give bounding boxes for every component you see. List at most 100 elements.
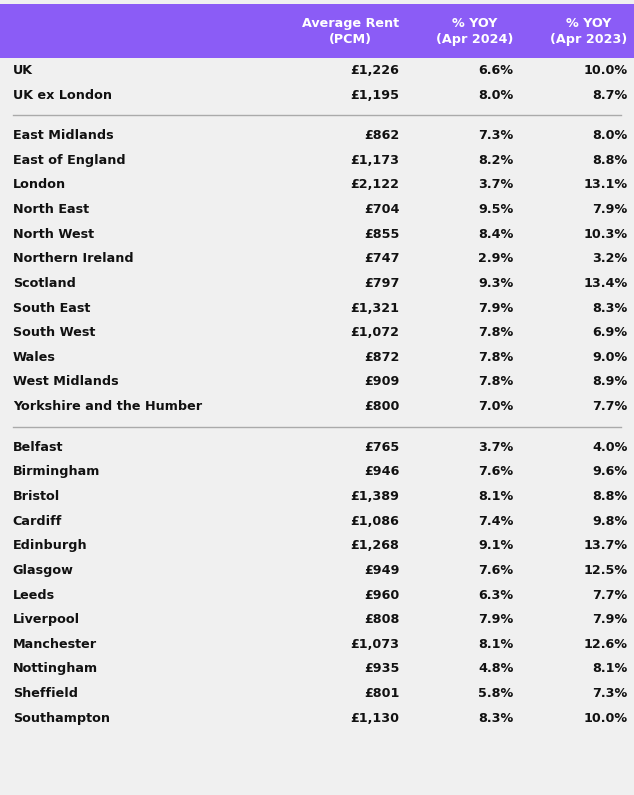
Text: £1,268: £1,268 xyxy=(351,539,399,553)
Bar xyxy=(0,657,634,681)
Text: £946: £946 xyxy=(364,465,399,479)
Text: Birmingham: Birmingham xyxy=(13,465,100,479)
Bar xyxy=(0,296,634,320)
Text: South East: South East xyxy=(13,301,90,315)
Text: UK ex London: UK ex London xyxy=(13,88,112,102)
Text: 8.0%: 8.0% xyxy=(478,88,514,102)
Text: Leeds: Leeds xyxy=(13,588,55,602)
Text: 8.8%: 8.8% xyxy=(592,153,628,167)
Text: 3.7%: 3.7% xyxy=(478,178,514,192)
Bar xyxy=(0,370,634,394)
Text: £1,195: £1,195 xyxy=(351,88,399,102)
Bar xyxy=(0,484,634,509)
Text: 9.5%: 9.5% xyxy=(478,203,514,216)
Text: £765: £765 xyxy=(364,440,399,454)
Text: 8.3%: 8.3% xyxy=(592,301,628,315)
Bar xyxy=(0,419,634,435)
Bar xyxy=(0,197,634,222)
Text: £1,072: £1,072 xyxy=(351,326,399,339)
Text: £808: £808 xyxy=(364,613,399,626)
Bar xyxy=(0,435,634,460)
Text: £960: £960 xyxy=(364,588,399,602)
Text: Southampton: Southampton xyxy=(13,712,110,725)
Bar xyxy=(0,4,634,58)
Text: 6.9%: 6.9% xyxy=(593,326,628,339)
Text: 13.7%: 13.7% xyxy=(583,539,628,553)
Text: £855: £855 xyxy=(364,227,399,241)
Text: 9.3%: 9.3% xyxy=(478,277,514,290)
Text: South West: South West xyxy=(13,326,95,339)
Text: £909: £909 xyxy=(364,375,399,389)
Bar xyxy=(0,607,634,632)
Text: 7.3%: 7.3% xyxy=(592,687,628,700)
Text: 12.5%: 12.5% xyxy=(583,564,628,577)
Text: 8.3%: 8.3% xyxy=(478,712,514,725)
Text: 7.8%: 7.8% xyxy=(478,351,514,364)
Text: £704: £704 xyxy=(364,203,399,216)
Text: West Midlands: West Midlands xyxy=(13,375,119,389)
Bar xyxy=(0,509,634,533)
Text: 9.1%: 9.1% xyxy=(478,539,514,553)
Text: 7.9%: 7.9% xyxy=(478,301,514,315)
Text: Northern Ireland: Northern Ireland xyxy=(13,252,133,266)
Text: 3.7%: 3.7% xyxy=(478,440,514,454)
Bar xyxy=(0,246,634,271)
Text: 10.0%: 10.0% xyxy=(583,712,628,725)
Bar xyxy=(0,271,634,296)
Text: 8.8%: 8.8% xyxy=(592,490,628,503)
Bar xyxy=(0,632,634,657)
Bar xyxy=(0,460,634,484)
Text: 13.4%: 13.4% xyxy=(583,277,628,290)
Text: East Midlands: East Midlands xyxy=(13,129,113,142)
Text: £747: £747 xyxy=(364,252,399,266)
Bar xyxy=(0,394,634,419)
Text: Bristol: Bristol xyxy=(13,490,60,503)
Text: 13.1%: 13.1% xyxy=(583,178,628,192)
Bar xyxy=(0,345,634,370)
Text: £1,173: £1,173 xyxy=(351,153,399,167)
Text: Scotland: Scotland xyxy=(13,277,75,290)
Text: Yorkshire and the Humber: Yorkshire and the Humber xyxy=(13,400,202,413)
Text: 8.2%: 8.2% xyxy=(478,153,514,167)
Text: £949: £949 xyxy=(364,564,399,577)
Text: UK: UK xyxy=(13,64,33,77)
Text: 7.6%: 7.6% xyxy=(479,465,514,479)
Text: 8.9%: 8.9% xyxy=(592,375,628,389)
Text: £2,122: £2,122 xyxy=(351,178,399,192)
Text: 7.9%: 7.9% xyxy=(592,203,628,216)
Text: 9.0%: 9.0% xyxy=(592,351,628,364)
Text: £1,389: £1,389 xyxy=(351,490,399,503)
Text: £935: £935 xyxy=(364,662,399,676)
Bar xyxy=(0,533,634,558)
Bar xyxy=(0,583,634,607)
Text: North East: North East xyxy=(13,203,89,216)
Text: 9.8%: 9.8% xyxy=(592,514,628,528)
Text: £1,321: £1,321 xyxy=(351,301,399,315)
Text: Average Rent
(PCM): Average Rent (PCM) xyxy=(302,17,399,45)
Text: Edinburgh: Edinburgh xyxy=(13,539,87,553)
Text: 7.7%: 7.7% xyxy=(592,588,628,602)
Text: 5.8%: 5.8% xyxy=(478,687,514,700)
Text: 10.0%: 10.0% xyxy=(583,64,628,77)
Text: £797: £797 xyxy=(364,277,399,290)
Bar xyxy=(0,107,634,123)
Bar xyxy=(0,148,634,173)
Text: £1,130: £1,130 xyxy=(351,712,399,725)
Bar xyxy=(0,706,634,731)
Text: 12.6%: 12.6% xyxy=(584,638,628,651)
Text: £1,226: £1,226 xyxy=(351,64,399,77)
Text: Manchester: Manchester xyxy=(13,638,97,651)
Text: £1,073: £1,073 xyxy=(351,638,399,651)
Text: London: London xyxy=(13,178,66,192)
Text: £1,086: £1,086 xyxy=(351,514,399,528)
Bar xyxy=(0,320,634,345)
Text: 7.6%: 7.6% xyxy=(479,564,514,577)
Text: 9.6%: 9.6% xyxy=(593,465,628,479)
Text: Sheffield: Sheffield xyxy=(13,687,78,700)
Text: Belfast: Belfast xyxy=(13,440,63,454)
Text: 7.4%: 7.4% xyxy=(478,514,514,528)
Text: 7.9%: 7.9% xyxy=(478,613,514,626)
Text: 8.4%: 8.4% xyxy=(478,227,514,241)
Text: 4.0%: 4.0% xyxy=(592,440,628,454)
Text: 6.3%: 6.3% xyxy=(479,588,514,602)
